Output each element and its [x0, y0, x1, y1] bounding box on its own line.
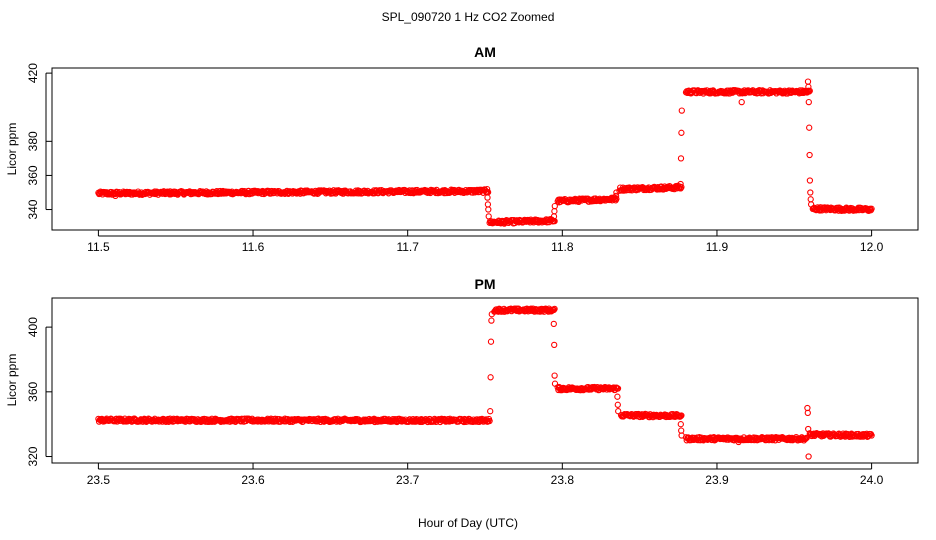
y-tick-label-am: 420 — [26, 63, 40, 83]
data-point-pm — [551, 305, 558, 313]
data-point-pm — [677, 421, 684, 428]
data-point-pm — [488, 317, 495, 324]
plot-frame-am — [51, 67, 919, 231]
x-axis-am: 11.5 11.6 11.7 11.8 11.9 12.0 — [87, 230, 884, 254]
data-point-am — [483, 185, 491, 193]
panel-title-pm: PM — [475, 276, 496, 292]
x-tick-label-am: 12.0 — [860, 240, 884, 254]
x-tick-label-pm: 23.9 — [705, 473, 729, 487]
data-point-pm — [487, 374, 494, 381]
x-tick-label-pm: 23.5 — [87, 473, 111, 487]
x-axis-label: Hour of Day (UTC) — [418, 516, 518, 530]
data-point-pm — [802, 435, 809, 443]
y-tick-label-pm: 360 — [26, 381, 40, 401]
y-tick-label-am: 340 — [26, 199, 40, 219]
data-point-pm — [614, 385, 622, 392]
data-point-am — [485, 213, 492, 220]
data-point-am — [112, 192, 119, 200]
data-point-am — [738, 98, 745, 106]
x-tick-label-pm: 24.0 — [860, 473, 884, 487]
data-point-am — [613, 195, 620, 203]
x-tick-label-pm: 23.7 — [396, 473, 420, 487]
data-point-pm — [678, 432, 685, 439]
data-point-am — [806, 151, 813, 159]
data-point-pm — [488, 311, 495, 318]
data-point-pm — [735, 438, 742, 446]
data-point-am — [807, 201, 815, 208]
y-tick-label-pm: 400 — [26, 317, 40, 337]
data-point-am — [868, 205, 875, 212]
data-point-pm — [551, 380, 559, 387]
data-point-am — [485, 206, 492, 213]
data-point-pm — [614, 401, 621, 408]
panel-title-am: AM — [474, 44, 496, 60]
data-point-am — [805, 83, 812, 90]
data-point-am — [806, 87, 813, 95]
y-axis-pm: 320 360 400 — [26, 317, 52, 467]
x-tick-label-am: 11.8 — [551, 240, 574, 254]
data-point-am — [613, 189, 620, 196]
panel-pm: PM Licor ppm 23.5 23.6 23.7 23.8 23.9 24.0 32… — [5, 276, 919, 487]
data-point-am — [551, 202, 558, 210]
data-point-pm — [868, 432, 875, 439]
x-tick-label-pm: 23.8 — [551, 473, 575, 487]
data-point-pm — [805, 453, 812, 460]
data-point-am — [677, 155, 685, 162]
data-point-pm — [551, 372, 558, 379]
data-point-am — [806, 124, 813, 131]
data-point-am — [484, 194, 491, 201]
y-tick-label-am: 380 — [26, 131, 40, 151]
ylabel-pm: Licor ppm — [5, 354, 19, 407]
x-tick-label-am: 11.6 — [242, 240, 265, 254]
y-tick-label-am: 360 — [26, 165, 40, 185]
data-point-am — [678, 129, 685, 136]
data-point-am — [804, 78, 812, 85]
y-tick-label-pm: 320 — [26, 446, 40, 466]
data-point-am — [551, 208, 558, 215]
data-point-pm — [805, 425, 812, 433]
x-tick-label-pm: 23.6 — [241, 473, 265, 487]
y-axis-am: 340 360 380 420 — [26, 63, 52, 220]
data-point-am — [677, 180, 684, 188]
figure-title: SPL_090720 1 Hz CO2 Zoomed — [382, 10, 555, 24]
plot-frame-pm — [51, 297, 919, 464]
data-point-am — [484, 201, 492, 208]
data-point-am — [678, 183, 685, 191]
points-am — [95, 78, 875, 227]
x-axis-pm: 23.5 23.6 23.7 23.8 23.9 24.0 — [87, 463, 884, 487]
data-point-pm — [551, 341, 558, 349]
data-point-am — [806, 177, 814, 184]
data-point-pm — [615, 408, 622, 415]
data-point-pm — [614, 393, 621, 400]
data-point-am — [807, 189, 814, 196]
data-point-am — [805, 98, 812, 106]
data-point-pm — [678, 412, 685, 419]
panel-am: AM Licor ppm 11.5 11.6 11.7 11.8 11.9 12.0 34… — [5, 44, 919, 254]
x-tick-label-am: 11.5 — [87, 240, 110, 254]
data-point-pm — [486, 417, 493, 425]
points-pm — [95, 305, 875, 460]
data-point-pm — [487, 408, 494, 415]
data-point-pm — [550, 320, 557, 328]
data-point-am — [807, 196, 814, 203]
x-tick-label-am: 11.7 — [396, 240, 419, 254]
data-point-am — [678, 107, 685, 114]
x-tick-label-am: 11.9 — [706, 240, 729, 254]
ylabel-am: Licor ppm — [5, 123, 19, 176]
data-point-pm — [804, 409, 811, 417]
data-point-am — [612, 192, 620, 200]
data-point-pm — [487, 338, 495, 345]
